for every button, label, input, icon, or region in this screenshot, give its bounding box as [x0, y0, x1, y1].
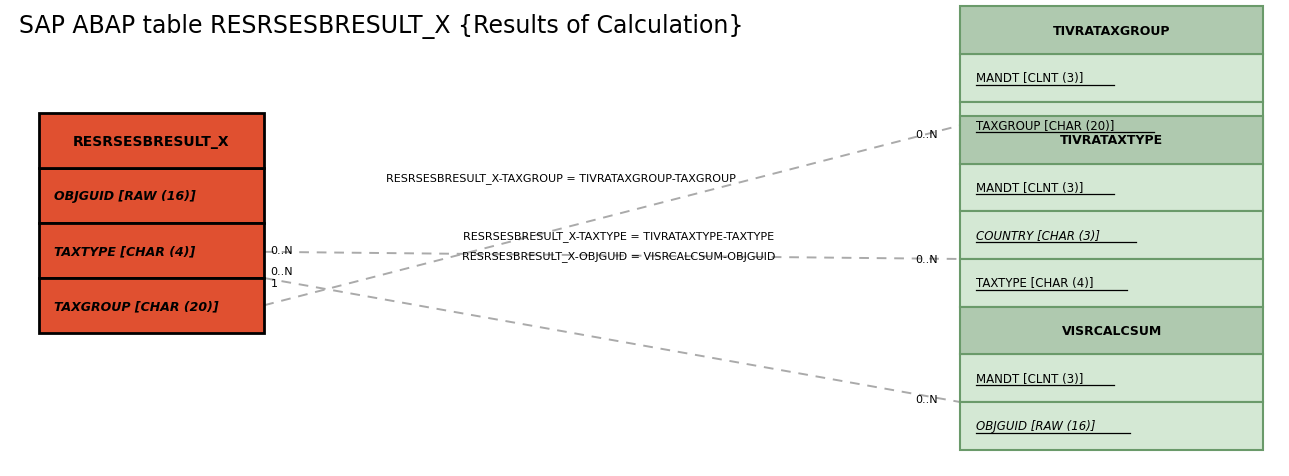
- FancyBboxPatch shape: [960, 212, 1263, 259]
- FancyBboxPatch shape: [39, 169, 264, 224]
- FancyBboxPatch shape: [960, 164, 1263, 212]
- Text: TAXTYPE [CHAR (4)]: TAXTYPE [CHAR (4)]: [54, 245, 196, 258]
- Text: MANDT [CLNT (3)]: MANDT [CLNT (3)]: [976, 72, 1083, 85]
- Text: TAXGROUP [CHAR (20)]: TAXGROUP [CHAR (20)]: [54, 299, 219, 312]
- FancyBboxPatch shape: [960, 355, 1263, 402]
- FancyBboxPatch shape: [39, 278, 264, 333]
- Text: 0..N: 0..N: [915, 394, 938, 404]
- Text: 0..N: 0..N: [915, 255, 938, 264]
- FancyBboxPatch shape: [960, 259, 1263, 307]
- FancyBboxPatch shape: [960, 55, 1263, 102]
- FancyBboxPatch shape: [960, 117, 1263, 164]
- Text: TIVRATAXTYPE: TIVRATAXTYPE: [1060, 134, 1164, 147]
- Text: 0..N
1: 0..N 1: [271, 267, 294, 288]
- Text: OBJGUID [RAW (16)]: OBJGUID [RAW (16)]: [976, 419, 1096, 433]
- Text: MANDT [CLNT (3)]: MANDT [CLNT (3)]: [976, 181, 1083, 195]
- Text: TAXGROUP [CHAR (20)]: TAXGROUP [CHAR (20)]: [976, 119, 1114, 133]
- FancyBboxPatch shape: [960, 307, 1263, 355]
- Text: 0..N: 0..N: [271, 245, 294, 255]
- FancyBboxPatch shape: [960, 402, 1263, 450]
- Text: VISRCALCSUM: VISRCALCSUM: [1062, 324, 1161, 337]
- FancyBboxPatch shape: [39, 114, 264, 169]
- FancyBboxPatch shape: [960, 7, 1263, 55]
- FancyBboxPatch shape: [960, 102, 1263, 150]
- Text: RESRSESBRESULT_X-TAXTYPE = TIVRATAXTYPE-TAXTYPE: RESRSESBRESULT_X-TAXTYPE = TIVRATAXTYPE-…: [463, 230, 775, 241]
- FancyBboxPatch shape: [39, 224, 264, 278]
- Text: RESRSESBRESULT_X-OBJGUID = VISRCALCSUM-OBJGUID: RESRSESBRESULT_X-OBJGUID = VISRCALCSUM-O…: [461, 251, 776, 261]
- Text: TAXTYPE [CHAR (4)]: TAXTYPE [CHAR (4)]: [976, 277, 1093, 290]
- Text: COUNTRY [CHAR (3)]: COUNTRY [CHAR (3)]: [976, 229, 1100, 242]
- Text: TIVRATAXGROUP: TIVRATAXGROUP: [1053, 24, 1170, 38]
- Text: MANDT [CLNT (3)]: MANDT [CLNT (3)]: [976, 372, 1083, 385]
- Text: RESRSESBRESULT_X: RESRSESBRESULT_X: [73, 135, 229, 149]
- Text: RESRSESBRESULT_X-TAXGROUP = TIVRATAXGROUP-TAXGROUP: RESRSESBRESULT_X-TAXGROUP = TIVRATAXGROU…: [385, 173, 736, 184]
- Text: 0..N: 0..N: [915, 129, 938, 139]
- Text: SAP ABAP table RESRSESBRESULT_X {Results of Calculation}: SAP ABAP table RESRSESBRESULT_X {Results…: [19, 14, 744, 39]
- Text: OBJGUID [RAW (16)]: OBJGUID [RAW (16)]: [54, 190, 196, 203]
